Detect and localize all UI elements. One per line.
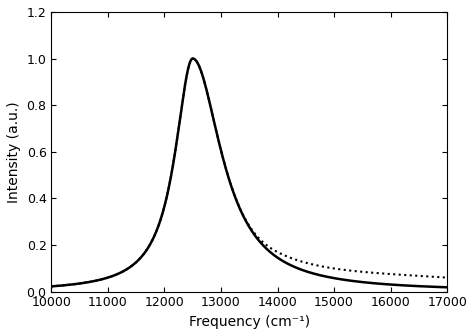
Y-axis label: Intensity (a.u.): Intensity (a.u.) [7, 101, 21, 203]
X-axis label: Frequency (cm⁻¹): Frequency (cm⁻¹) [189, 315, 310, 329]
